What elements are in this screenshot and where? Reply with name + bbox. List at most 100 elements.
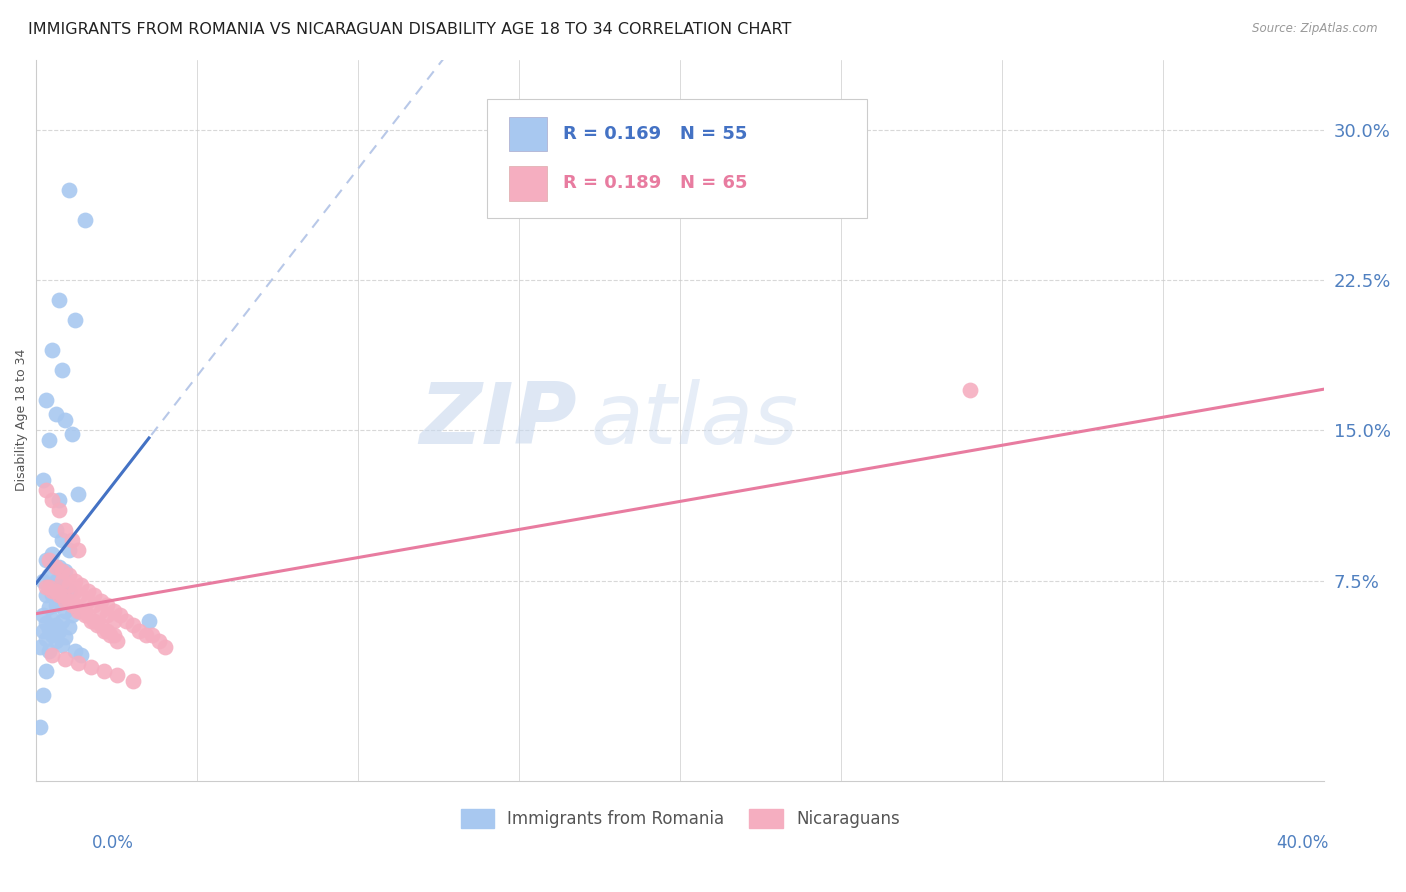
Point	[48, 593, 70, 607]
Point	[76, 593, 98, 607]
Point	[35, 580, 58, 594]
Point	[153, 640, 176, 654]
Point	[38, 643, 60, 657]
Point	[105, 667, 128, 681]
Point	[45, 598, 67, 612]
Text: 40.0%: 40.0%	[1277, 834, 1329, 852]
Point	[63, 313, 86, 327]
Point	[67, 487, 90, 501]
Point	[48, 503, 70, 517]
FancyBboxPatch shape	[509, 117, 547, 152]
Point	[28, 720, 51, 734]
Point	[31, 624, 53, 638]
Point	[45, 559, 67, 574]
Point	[38, 599, 60, 614]
Point	[48, 588, 70, 602]
Point	[73, 213, 96, 227]
Point	[122, 673, 145, 688]
Point	[60, 533, 83, 548]
Y-axis label: Disability Age 18 to 34: Disability Age 18 to 34	[15, 349, 28, 491]
Point	[148, 633, 170, 648]
Point	[31, 607, 53, 622]
Point	[48, 493, 70, 508]
Point	[31, 688, 53, 702]
Point	[51, 363, 73, 377]
Text: 0.0%: 0.0%	[91, 834, 134, 852]
Point	[60, 598, 83, 612]
Point	[93, 624, 115, 638]
Point	[35, 553, 58, 567]
Point	[53, 604, 76, 618]
Point	[45, 583, 67, 598]
Point	[53, 593, 76, 607]
Point	[51, 638, 73, 652]
Point	[35, 615, 58, 630]
FancyBboxPatch shape	[486, 99, 868, 219]
Point	[51, 577, 73, 591]
Point	[45, 524, 67, 538]
Text: atlas: atlas	[591, 379, 799, 462]
Point	[67, 543, 90, 558]
Point	[35, 393, 58, 408]
Point	[63, 583, 86, 598]
Point	[45, 633, 67, 648]
Point	[41, 583, 63, 598]
Point	[35, 483, 58, 498]
Point	[70, 577, 93, 591]
Point	[58, 577, 80, 591]
Point	[45, 407, 67, 421]
Point	[73, 607, 96, 622]
Point	[76, 607, 98, 622]
Point	[70, 604, 93, 618]
Point	[60, 607, 83, 622]
Point	[63, 598, 86, 612]
Text: R = 0.169   N = 55: R = 0.169 N = 55	[562, 125, 748, 144]
Point	[58, 543, 80, 558]
Point	[58, 183, 80, 197]
Point	[38, 553, 60, 567]
Point	[83, 614, 105, 628]
Point	[45, 617, 67, 632]
Point	[48, 624, 70, 638]
FancyBboxPatch shape	[509, 166, 547, 201]
Point	[96, 598, 118, 612]
Point	[103, 604, 125, 618]
Point	[105, 633, 128, 648]
Point	[115, 614, 138, 628]
Point	[128, 624, 150, 638]
Point	[35, 588, 58, 602]
Point	[58, 567, 80, 582]
Text: ZIP: ZIP	[419, 379, 576, 462]
Point	[58, 619, 80, 633]
Point	[70, 648, 93, 662]
Point	[53, 651, 76, 665]
Point	[35, 664, 58, 678]
Point	[90, 593, 112, 607]
Point	[96, 607, 118, 622]
Point	[41, 588, 63, 602]
Point	[60, 427, 83, 442]
Point	[67, 604, 90, 618]
Point	[51, 533, 73, 548]
Point	[93, 664, 115, 678]
Point	[135, 627, 157, 641]
Point	[90, 617, 112, 632]
Point	[141, 627, 163, 641]
Point	[45, 574, 67, 588]
Point	[48, 293, 70, 307]
Point	[86, 617, 108, 632]
Point	[58, 583, 80, 598]
Text: R = 0.189   N = 65: R = 0.189 N = 65	[562, 174, 748, 193]
Point	[48, 559, 70, 574]
Point	[83, 598, 105, 612]
Point	[41, 343, 63, 358]
Point	[53, 413, 76, 427]
Point	[122, 617, 145, 632]
Point	[41, 548, 63, 562]
Point	[28, 640, 51, 654]
Text: Source: ZipAtlas.com: Source: ZipAtlas.com	[1253, 22, 1378, 36]
Point	[35, 632, 58, 646]
Point	[58, 593, 80, 607]
Point	[103, 614, 125, 628]
Point	[38, 580, 60, 594]
